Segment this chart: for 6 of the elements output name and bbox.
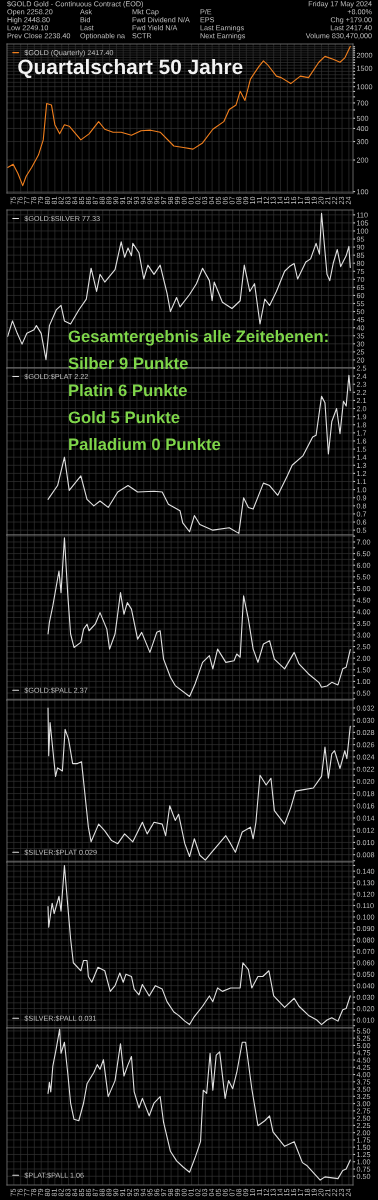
annotation: Gold 5 Punkte — [68, 411, 180, 424]
annotation: Palladium 0 Punkte — [69, 438, 221, 451]
annotation: Silber 9 Punkte — [68, 357, 188, 370]
annotation: Gesamtergebnis alle Zeitebenen: — [68, 330, 328, 346]
annotation: Platin 6 Punkte — [69, 384, 187, 397]
text: Quartalschart 50 Jahre — [18, 58, 243, 79]
